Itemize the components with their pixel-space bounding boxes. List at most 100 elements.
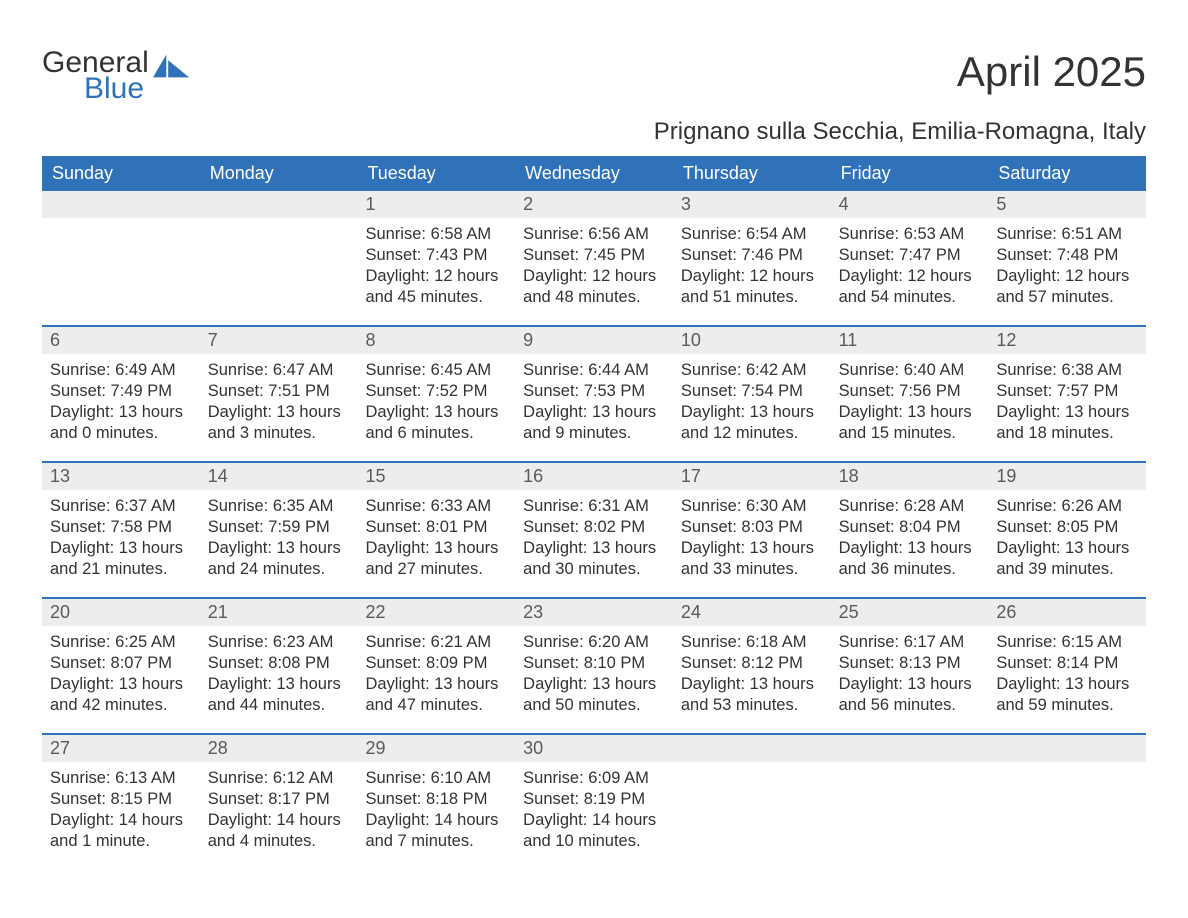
field-label: Sunset: [681,246,742,264]
day-number: 27 [42,735,200,762]
week-row: 27Sunrise: 6:13 AMSunset: 8:15 PMDayligh… [42,733,1146,869]
field-value: 6:20 AM [588,633,649,651]
field-value: 7:49 PM [111,382,172,400]
field-label: Sunset: [523,654,584,672]
day-cell [673,735,831,869]
field-value: 6:58 AM [431,225,492,243]
field-label: Daylight: [365,539,434,557]
day-number: 12 [988,327,1146,354]
field-value: 6:12 AM [273,769,334,787]
field-label: Sunrise: [208,633,273,651]
field-label: Sunrise: [523,361,588,379]
field-value: 7:45 PM [584,246,645,264]
field-label: Sunrise: [208,361,273,379]
field-value: 8:15 PM [111,790,172,808]
field-value: 6:25 AM [115,633,176,651]
day-number [988,735,1146,762]
field-label: Sunset: [996,654,1057,672]
field-label: Daylight: [523,811,592,829]
field-label: Sunset: [996,246,1057,264]
day-cell: 11Sunrise: 6:40 AMSunset: 7:56 PMDayligh… [831,327,989,461]
day-number: 7 [200,327,358,354]
field-label: Daylight: [208,675,277,693]
field-label: Sunset: [523,790,584,808]
field-label: Sunset: [681,382,742,400]
field-value: 7:48 PM [1057,246,1118,264]
day-cell: 12Sunrise: 6:38 AMSunset: 7:57 PMDayligh… [988,327,1146,461]
day-cell [200,191,358,325]
field-value: 6:23 AM [273,633,334,651]
field-label: Sunset: [523,518,584,536]
field-value: 6:28 AM [904,497,965,515]
field-label: Sunrise: [50,497,115,515]
day-number: 25 [831,599,989,626]
field-label: Daylight: [365,811,434,829]
day-cell: 5Sunrise: 6:51 AMSunset: 7:48 PMDaylight… [988,191,1146,325]
field-value: 7:52 PM [426,382,487,400]
day-number: 21 [200,599,358,626]
weekday-header: Wednesday [515,156,673,191]
field-label: Daylight: [681,539,750,557]
weekday-header: Thursday [673,156,831,191]
field-label: Daylight: [839,675,908,693]
day-details: Sunrise: 6:17 AMSunset: 8:13 PMDaylight:… [831,626,989,726]
day-cell: 14Sunrise: 6:35 AMSunset: 7:59 PMDayligh… [200,463,358,597]
field-label: Sunset: [365,382,426,400]
day-number [42,191,200,218]
field-label: Sunrise: [839,497,904,515]
day-cell [831,735,989,869]
day-details: Sunrise: 6:53 AMSunset: 7:47 PMDaylight:… [831,218,989,318]
day-details: Sunrise: 6:20 AMSunset: 8:10 PMDaylight:… [515,626,673,726]
field-label: Sunrise: [523,497,588,515]
field-label: Daylight: [839,539,908,557]
field-label: Sunrise: [839,225,904,243]
day-details: Sunrise: 6:42 AMSunset: 7:54 PMDaylight:… [673,354,831,454]
field-label: Sunset: [839,382,900,400]
day-details: Sunrise: 6:54 AMSunset: 7:46 PMDaylight:… [673,218,831,318]
field-label: Sunrise: [523,225,588,243]
field-value: 8:07 PM [111,654,172,672]
field-label: Sunset: [50,654,111,672]
day-details: Sunrise: 6:30 AMSunset: 8:03 PMDaylight:… [673,490,831,590]
field-label: Daylight: [523,403,592,421]
day-details: Sunrise: 6:31 AMSunset: 8:02 PMDaylight:… [515,490,673,590]
day-details: Sunrise: 6:49 AMSunset: 7:49 PMDaylight:… [42,354,200,454]
day-details: Sunrise: 6:35 AMSunset: 7:59 PMDaylight:… [200,490,358,590]
field-value: 8:09 PM [426,654,487,672]
day-number: 19 [988,463,1146,490]
day-details: Sunrise: 6:58 AMSunset: 7:43 PMDaylight:… [357,218,515,318]
weekday-header: Saturday [988,156,1146,191]
day-cell: 1Sunrise: 6:58 AMSunset: 7:43 PMDaylight… [357,191,515,325]
field-value: 8:17 PM [268,790,329,808]
field-value: 6:15 AM [1061,633,1122,651]
field-value: 7:57 PM [1057,382,1118,400]
day-number: 26 [988,599,1146,626]
field-label: Sunrise: [996,225,1061,243]
field-value: 6:17 AM [904,633,965,651]
field-value: 8:18 PM [426,790,487,808]
field-value: 7:51 PM [268,382,329,400]
day-cell: 21Sunrise: 6:23 AMSunset: 8:08 PMDayligh… [200,599,358,733]
field-label: Sunset: [839,654,900,672]
day-details: Sunrise: 6:47 AMSunset: 7:51 PMDaylight:… [200,354,358,454]
day-number: 17 [673,463,831,490]
field-label: Daylight: [681,403,750,421]
day-cell: 30Sunrise: 6:09 AMSunset: 8:19 PMDayligh… [515,735,673,869]
day-number: 10 [673,327,831,354]
field-label: Daylight: [208,811,277,829]
day-number [831,735,989,762]
day-number: 13 [42,463,200,490]
day-cell: 7Sunrise: 6:47 AMSunset: 7:51 PMDaylight… [200,327,358,461]
day-details: Sunrise: 6:56 AMSunset: 7:45 PMDaylight:… [515,218,673,318]
day-details: Sunrise: 6:23 AMSunset: 8:08 PMDaylight:… [200,626,358,726]
field-label: Daylight: [50,811,119,829]
day-number: 1 [357,191,515,218]
day-cell: 2Sunrise: 6:56 AMSunset: 7:45 PMDaylight… [515,191,673,325]
brand-logo: General Blue [42,48,191,104]
field-label: Sunrise: [50,361,115,379]
day-cell: 9Sunrise: 6:44 AMSunset: 7:53 PMDaylight… [515,327,673,461]
field-value: 6:09 AM [588,769,649,787]
day-number: 28 [200,735,358,762]
field-value: 6:53 AM [904,225,965,243]
field-label: Daylight: [523,539,592,557]
